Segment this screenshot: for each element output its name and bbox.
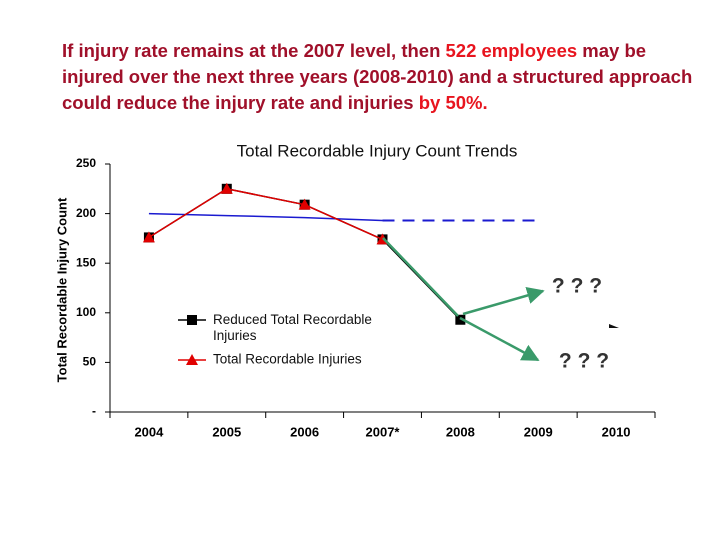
y-tick-label: 250 (76, 156, 96, 170)
y-tick-label: 150 (76, 255, 96, 269)
point (298, 198, 311, 210)
x-tick-label: 2006 (290, 424, 319, 439)
legend-label: Reduced Total Recordable Injuries (213, 312, 372, 343)
series-line (148, 188, 383, 241)
x-tick-label: 2005 (212, 424, 241, 439)
x-tick-label: 2007* (366, 424, 401, 439)
y-axis-label: Total Recordable Injury Count (54, 197, 69, 382)
headline-highlight: by 50%. (418, 92, 488, 113)
plot-area: - 50 100 150 200 250 2004 2005 2006 2007* 2008 2009… (76, 156, 656, 439)
annotation: ? ? ? (552, 275, 602, 298)
arrows (382, 237, 545, 362)
legend-label: Total Recordable Injuries (213, 352, 362, 367)
arrow (459, 316, 540, 362)
x-tick-label: 2009 (524, 424, 553, 439)
trend-line (148, 212, 383, 222)
marker-fragment (609, 324, 619, 328)
x-tick-label: 2004 (134, 424, 164, 439)
headline-highlight: 522 employees (445, 40, 578, 61)
arrow (382, 237, 459, 317)
y-tick-label: 100 (76, 305, 96, 319)
x-tick-label: 2010 (602, 424, 631, 439)
point (220, 182, 233, 194)
headline-text: If injury rate remains at the 2007 level… (62, 40, 446, 61)
headline: If injury rate remains at the 2007 level… (62, 38, 712, 116)
point (455, 314, 466, 325)
y-tick-label: 50 (83, 355, 97, 369)
y-tick-label: - (92, 404, 96, 418)
x-tick-label: 2008 (446, 424, 475, 439)
arrow (462, 286, 545, 316)
legend-marker (187, 315, 197, 325)
annotation: ? ? ? (559, 350, 609, 373)
chart-title: Total Recordable Injury Count Trends (237, 141, 518, 160)
headline-text: may be injured over the next three years… (62, 40, 693, 113)
y-tick-label: 200 (76, 206, 96, 220)
point (142, 231, 155, 243)
legend-marker (186, 354, 198, 365)
